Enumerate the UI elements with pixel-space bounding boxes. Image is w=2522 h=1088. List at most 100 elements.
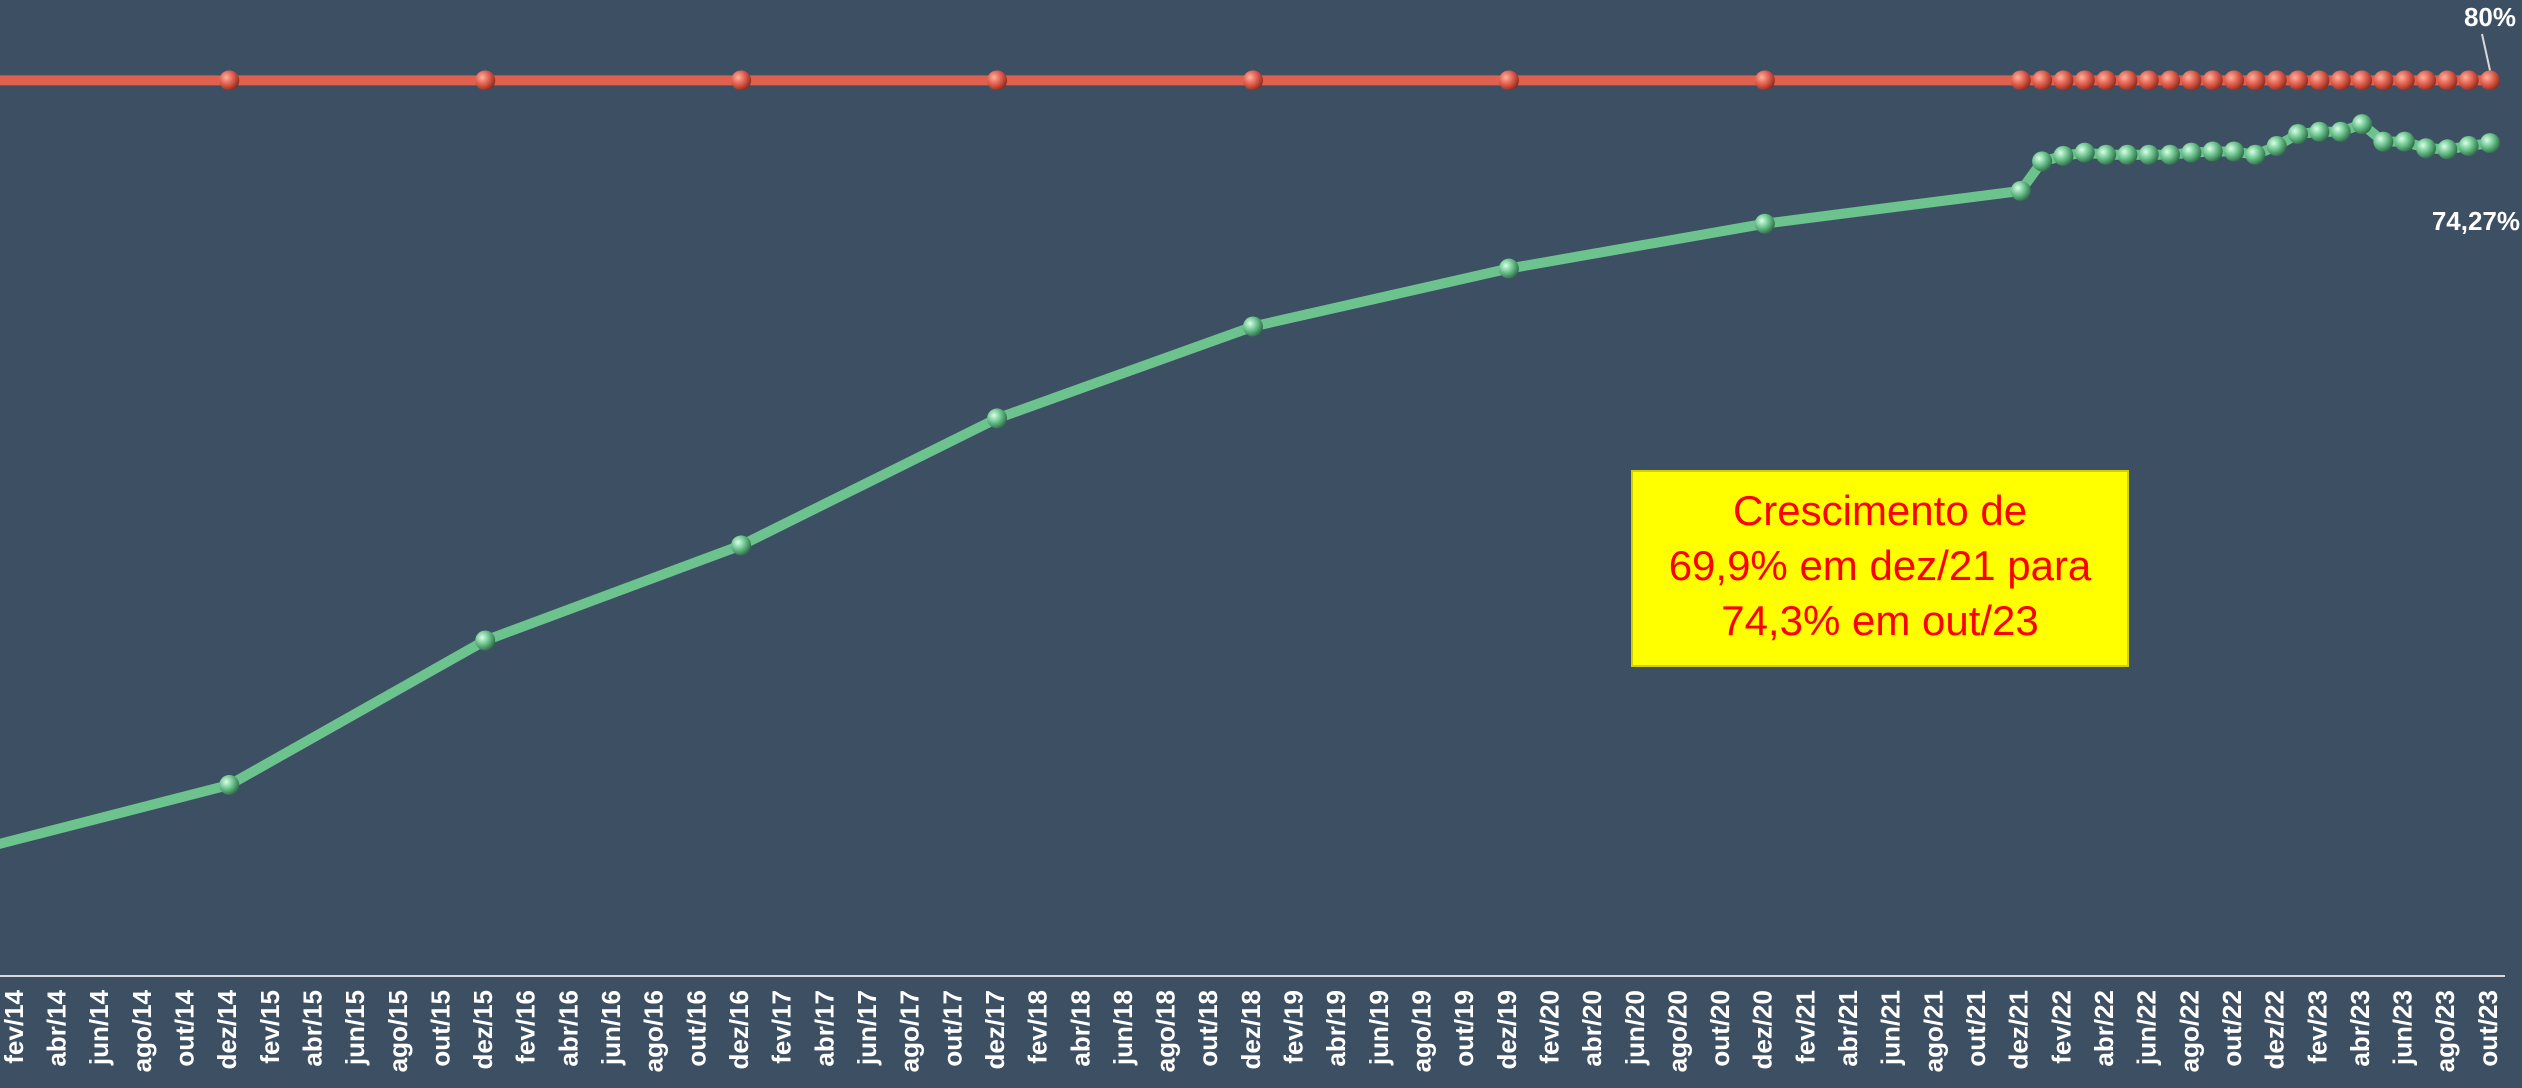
data-point <box>2074 70 2095 91</box>
x-tick-label: ago/17 <box>895 990 925 1072</box>
leader-line <box>2481 33 2491 71</box>
x-tick-label: jun/15 <box>340 990 370 1066</box>
data-point <box>2202 141 2223 162</box>
data-point <box>2245 144 2266 165</box>
data-point <box>2096 70 2117 91</box>
x-tick-label: fev/16 <box>511 990 541 1064</box>
data-point <box>2416 70 2437 91</box>
data-point <box>219 774 240 795</box>
x-tick-label: ago/16 <box>639 990 669 1072</box>
data-point <box>2352 70 2373 91</box>
x-tick-label: fev/15 <box>255 990 285 1064</box>
x-tick-label: ago/15 <box>383 990 413 1072</box>
x-tick-label: dez/16 <box>724 990 754 1070</box>
x-tick-label: ago/20 <box>1662 990 1692 1072</box>
data-point <box>731 70 752 91</box>
x-tick-label: fev/17 <box>767 990 797 1064</box>
data-point <box>2181 142 2202 163</box>
x-tick-label: fev/19 <box>1279 990 1309 1064</box>
x-tick-label: abr/17 <box>809 990 839 1067</box>
annotation: 69,9% em dez/21 para <box>1669 542 2092 589</box>
x-tick-label: dez/19 <box>1492 990 1522 1070</box>
data-point <box>2458 70 2479 91</box>
data-point <box>2330 70 2351 91</box>
data-point <box>2202 70 2223 91</box>
data-point <box>1498 70 1519 91</box>
x-tick-label: fev/14 <box>0 989 29 1063</box>
x-tick-label: out/19 <box>1449 990 1479 1067</box>
data-point <box>2437 70 2458 91</box>
x-tick-label: out/15 <box>425 990 455 1067</box>
data-point <box>2373 70 2394 91</box>
data-point <box>2032 151 2053 172</box>
x-tick-label: jun/23 <box>2388 990 2418 1066</box>
data-point <box>2032 70 2053 91</box>
x-tick-label: out/23 <box>2473 990 2503 1067</box>
data-point <box>1754 213 1775 234</box>
x-tick-label: jun/17 <box>852 990 882 1066</box>
x-tick-label: jun/18 <box>1108 990 1138 1066</box>
x-tick-label: fev/22 <box>2046 990 2076 1064</box>
data-point <box>2480 133 2500 154</box>
x-tick-label: dez/18 <box>1236 990 1266 1070</box>
data-point <box>2224 70 2245 91</box>
data-point <box>219 70 240 91</box>
data-point <box>2330 121 2351 142</box>
x-tick-label: abr/20 <box>1577 990 1607 1067</box>
x-tick-label: dez/20 <box>1748 990 1778 1070</box>
data-point <box>475 70 496 91</box>
data-point <box>2458 136 2479 157</box>
x-tick-label: out/16 <box>681 990 711 1067</box>
x-tick-label: fev/23 <box>2302 990 2332 1064</box>
x-tick-label: jun/14 <box>84 989 114 1066</box>
x-tick-label: out/20 <box>1705 990 1735 1067</box>
x-tick-label: dez/15 <box>468 990 498 1070</box>
x-tick-label: abr/15 <box>297 990 327 1067</box>
data-point <box>2373 131 2394 152</box>
x-tick-label: abr/19 <box>1321 990 1351 1067</box>
data-point <box>2160 144 2181 165</box>
data-point <box>987 408 1008 429</box>
data-point <box>2309 121 2330 142</box>
annotation: 74,3% em out/23 <box>1721 597 2039 644</box>
data-point <box>2096 144 2117 165</box>
data-label: 74,27% <box>2432 206 2520 236</box>
x-tick-label: out/18 <box>1193 990 1223 1067</box>
annotation: Crescimento de <box>1733 487 2027 534</box>
data-point <box>2394 131 2415 152</box>
data-point <box>2266 136 2287 157</box>
x-tick-label: ago/23 <box>2430 990 2460 1072</box>
x-tick-label: out/14 <box>169 989 199 1066</box>
x-tick-label: jun/21 <box>1876 990 1906 1066</box>
data-point <box>2352 114 2373 135</box>
data-point <box>2266 70 2287 91</box>
x-tick-label: abr/23 <box>2345 990 2375 1067</box>
data-point <box>2117 144 2138 165</box>
data-point <box>2117 70 2138 91</box>
x-tick-label: ago/21 <box>1918 990 1948 1072</box>
data-point <box>2394 70 2415 91</box>
x-tick-label: abr/18 <box>1065 990 1095 1067</box>
data-point <box>475 630 496 651</box>
x-tick-label: dez/21 <box>2004 990 2034 1070</box>
data-point <box>2010 70 2031 91</box>
x-tick-label: out/22 <box>2217 990 2247 1067</box>
x-tick-label: jun/19 <box>1364 990 1394 1066</box>
x-tick-label: dez/14 <box>212 989 242 1069</box>
data-point <box>2480 70 2500 91</box>
data-point <box>1754 70 1775 91</box>
data-point <box>2053 70 2074 91</box>
data-point <box>2053 145 2074 166</box>
data-point <box>2138 144 2159 165</box>
data-point <box>1243 316 1263 337</box>
data-point <box>2138 70 2159 91</box>
x-tick-label: fev/21 <box>1790 990 1820 1064</box>
x-tick-label: out/17 <box>937 990 967 1067</box>
x-tick-label: ago/19 <box>1406 990 1436 1072</box>
x-tick-label: fev/20 <box>1534 990 1564 1064</box>
data-point <box>987 70 1008 91</box>
x-tick-label: ago/18 <box>1151 990 1181 1072</box>
data-label: 80% <box>2464 2 2516 32</box>
x-tick-label: jun/22 <box>2132 990 2162 1066</box>
